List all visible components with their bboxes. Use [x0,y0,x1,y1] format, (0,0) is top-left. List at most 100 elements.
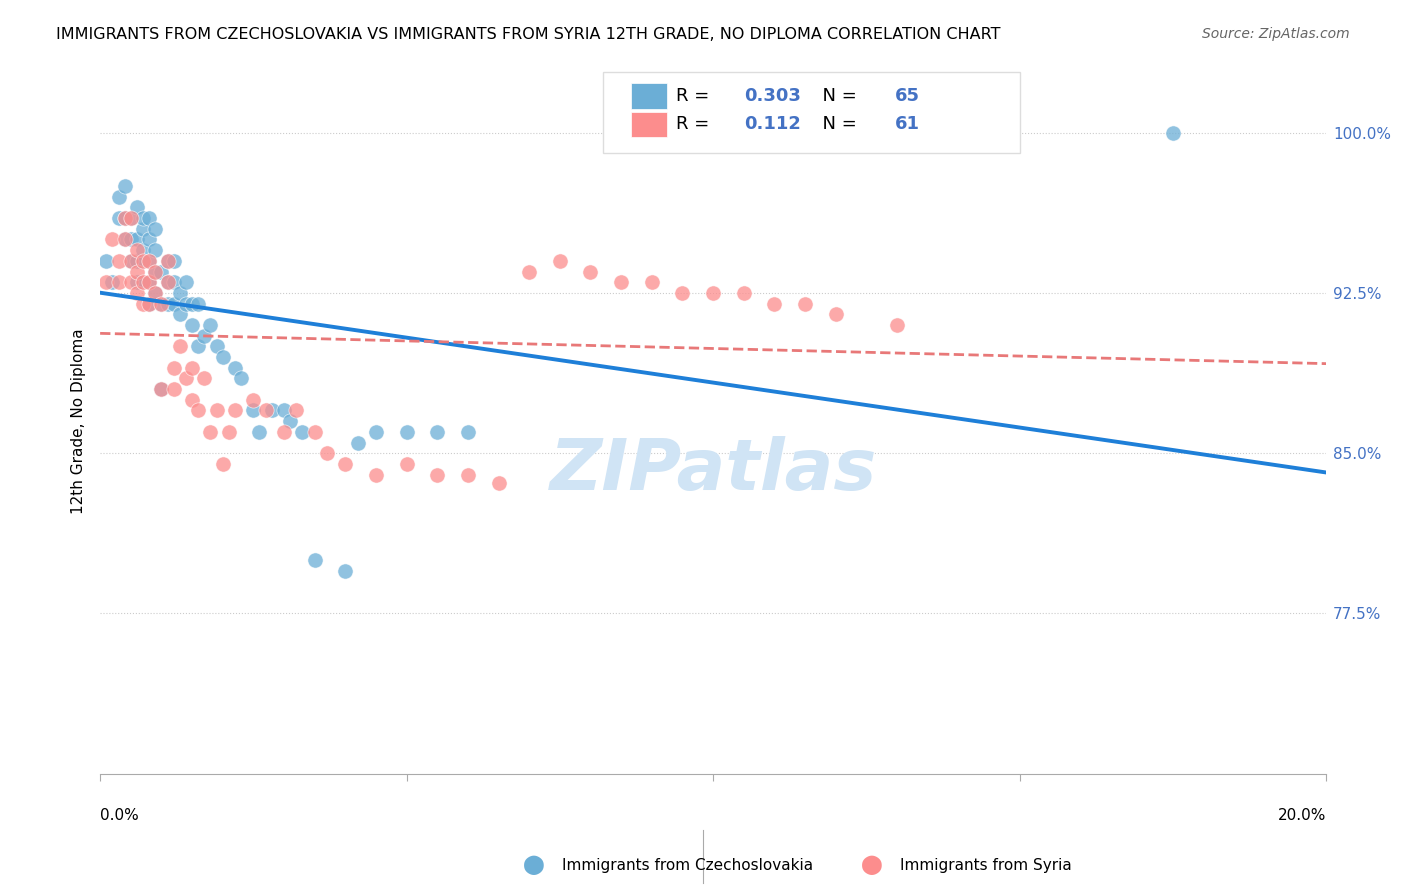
Point [132,275,155,289]
Point [174,296,197,310]
Text: ZIPatlas: ZIPatlas [550,436,877,505]
Point [138,296,160,310]
Point [346,435,368,450]
Point [156,253,179,268]
Point [174,275,197,289]
Point [125,253,148,268]
FancyBboxPatch shape [631,112,666,137]
FancyBboxPatch shape [603,72,1019,153]
Point [138,296,160,310]
Text: 20.0%: 20.0% [1278,808,1326,823]
Point [125,201,148,215]
Point [193,371,215,385]
Point [120,211,142,226]
Point [163,253,186,268]
Point [548,253,571,268]
Text: IMMIGRANTS FROM CZECHOSLOVAKIA VS IMMIGRANTS FROM SYRIA 12TH GRADE, NO DIPLOMA C: IMMIGRANTS FROM CZECHOSLOVAKIA VS IMMIGR… [56,27,1001,42]
Text: Immigrants from Syria: Immigrants from Syria [900,858,1071,872]
Text: N =: N = [811,87,863,105]
Point [218,425,240,439]
Point [114,232,136,246]
Point [138,253,160,268]
Point [114,211,136,226]
Point [132,243,155,257]
Point [205,339,228,353]
Point [150,296,173,310]
Point [163,296,186,310]
Point [273,425,295,439]
Point [143,285,166,300]
Point [143,243,166,257]
Point [169,285,191,300]
Point [242,392,264,407]
Point [163,360,186,375]
Point [125,243,148,257]
Point [138,232,160,246]
Point [763,296,786,310]
Point [156,253,179,268]
Point [120,211,142,226]
Point [517,264,540,278]
Point [671,285,693,300]
Point [114,232,136,246]
Point [163,382,186,396]
Point [125,264,148,278]
Point [254,403,277,417]
Text: 0.112: 0.112 [744,115,800,133]
Point [181,392,204,407]
Point [224,360,246,375]
Point [273,403,295,417]
Point [107,253,129,268]
Point [488,476,510,491]
Point [143,222,166,236]
Point [395,457,418,471]
Point [364,467,387,482]
Text: R =: R = [676,87,716,105]
Point [364,425,387,439]
Point [114,179,136,194]
Text: 61: 61 [894,115,920,133]
Point [125,232,148,246]
Point [304,425,326,439]
Point [702,285,724,300]
Point [143,264,166,278]
Point [125,275,148,289]
Point [120,253,142,268]
Point [132,253,155,268]
Point [107,275,129,289]
Point [249,425,271,439]
Point [181,360,204,375]
Point [205,403,228,417]
Point [457,425,479,439]
Text: ⬤: ⬤ [523,855,546,875]
Point [304,553,326,567]
Text: ⬤: ⬤ [860,855,883,875]
Point [156,275,179,289]
Point [125,285,148,300]
Point [120,275,142,289]
Point [224,403,246,417]
Point [187,296,209,310]
Point [120,232,142,246]
Point [579,264,602,278]
Point [138,211,160,226]
Point [335,457,357,471]
Point [169,339,191,353]
Point [138,275,160,289]
Point [96,275,118,289]
Point [457,467,479,482]
Point [120,253,142,268]
Point [150,264,173,278]
Point [641,275,664,289]
Text: 0.0%: 0.0% [100,808,139,823]
Text: N =: N = [811,115,863,133]
Point [200,318,222,332]
Point [150,296,173,310]
Point [143,285,166,300]
Point [181,318,204,332]
Y-axis label: 12th Grade, No Diploma: 12th Grade, No Diploma [72,328,86,514]
Point [610,275,633,289]
Point [174,371,197,385]
Point [132,253,155,268]
Point [114,211,136,226]
